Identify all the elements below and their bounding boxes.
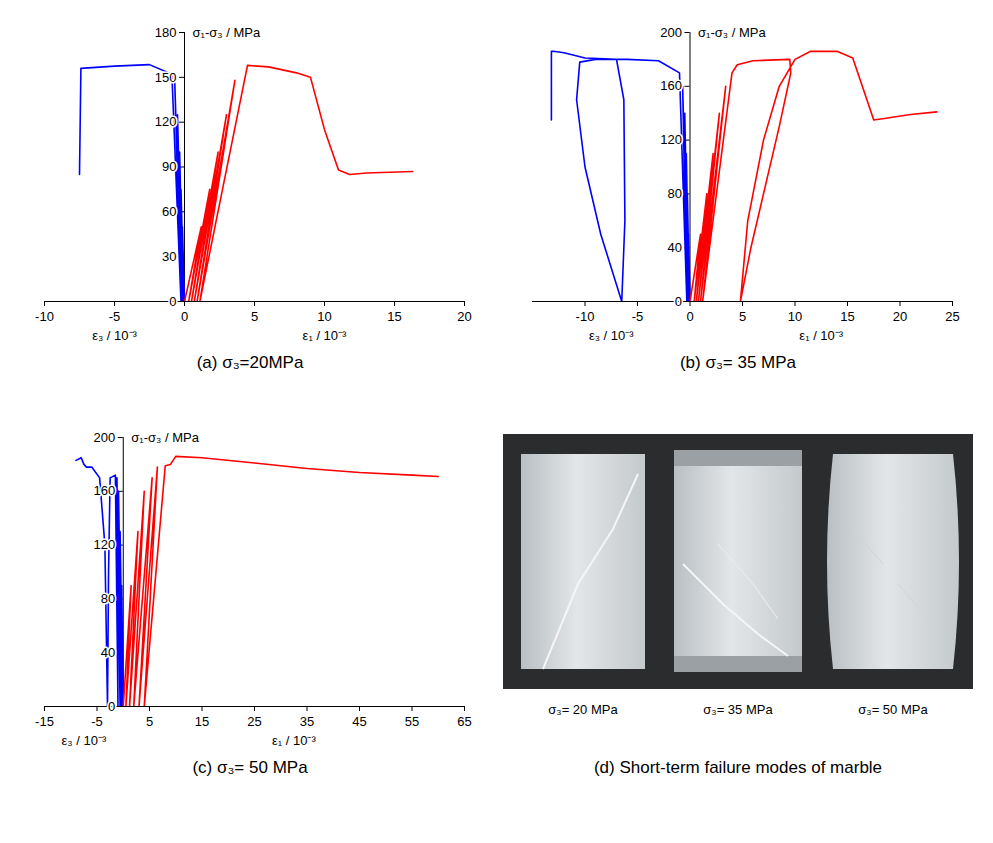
svg-text:5: 5 <box>739 309 746 324</box>
svg-text:15: 15 <box>387 309 401 324</box>
svg-text:15: 15 <box>195 714 209 729</box>
svg-text:σ₁-σ₃ / MPa: σ₁-σ₃ / MPa <box>698 25 766 40</box>
svg-text:200: 200 <box>94 430 116 445</box>
svg-text:80: 80 <box>101 591 115 606</box>
svg-text:0: 0 <box>675 294 682 309</box>
svg-text:ε₃ / 10⁻³: ε₃ / 10⁻³ <box>92 328 137 343</box>
svg-text:65: 65 <box>457 714 471 729</box>
svg-text:0: 0 <box>181 309 188 324</box>
svg-text:30: 30 <box>162 249 176 264</box>
svg-text:ε₁ / 10⁻³: ε₁ / 10⁻³ <box>272 733 316 748</box>
svg-text:σ₃= 20 MPa: σ₃= 20 MPa <box>548 702 618 717</box>
svg-text:120: 120 <box>660 132 682 147</box>
svg-text:60: 60 <box>162 204 176 219</box>
svg-text:55: 55 <box>405 714 419 729</box>
svg-text:-5: -5 <box>91 714 103 729</box>
svg-text:15: 15 <box>840 309 854 324</box>
svg-text:40: 40 <box>668 240 682 255</box>
svg-text:120: 120 <box>155 114 177 129</box>
svg-text:ε₃ / 10⁻³: ε₃ / 10⁻³ <box>62 733 107 748</box>
svg-text:σ₁-σ₃ / MPa: σ₁-σ₃ / MPa <box>131 430 199 445</box>
svg-text:-10: -10 <box>35 309 54 324</box>
html-text:(d) Short-term failure modes o: (d) Short-term failure modes of marble <box>593 758 883 777</box>
svg-text:-15: -15 <box>35 714 54 729</box>
svg-text:35: 35 <box>300 714 314 729</box>
svg-text:20: 20 <box>457 309 471 324</box>
svg-text:ε₁ / 10⁻³: ε₁ / 10⁻³ <box>303 328 347 343</box>
svg-text:-5: -5 <box>109 309 121 324</box>
svg-text:ε₃ / 10⁻³: ε₃ / 10⁻³ <box>589 328 634 343</box>
svg-text:25: 25 <box>945 309 959 324</box>
svg-text:-5: -5 <box>632 309 644 324</box>
svg-text:90: 90 <box>162 159 176 174</box>
svg-text:150: 150 <box>155 69 177 84</box>
svg-text:160: 160 <box>94 483 116 498</box>
svg-text:σ₁-σ₃ / MPa: σ₁-σ₃ / MPa <box>193 25 261 40</box>
html-text:(a) σ₃=20MPa: (a) σ₃=20MPa <box>196 353 304 372</box>
svg-text:0: 0 <box>169 294 176 309</box>
html-text:(c) σ₃= 50 MPa: (c) σ₃= 50 MPa <box>192 758 308 777</box>
svg-text:20: 20 <box>893 309 907 324</box>
svg-text:5: 5 <box>146 714 153 729</box>
svg-text:σ₃= 35 MPa: σ₃= 35 MPa <box>703 702 773 717</box>
svg-text:5: 5 <box>251 309 258 324</box>
svg-text:80: 80 <box>668 186 682 201</box>
svg-text:-10: -10 <box>576 309 595 324</box>
svg-text:ε₁ / 10⁻³: ε₁ / 10⁻³ <box>799 328 843 343</box>
svg-text:45: 45 <box>352 714 366 729</box>
svg-text:10: 10 <box>788 309 802 324</box>
svg-text:200: 200 <box>660 25 682 40</box>
svg-text:120: 120 <box>94 537 116 552</box>
svg-text:0: 0 <box>108 699 115 714</box>
svg-text:180: 180 <box>155 25 177 40</box>
svg-text:σ₃= 50 MPa: σ₃= 50 MPa <box>858 702 928 717</box>
svg-text:40: 40 <box>101 645 115 660</box>
svg-text:0: 0 <box>686 309 693 324</box>
svg-text:25: 25 <box>247 714 261 729</box>
svg-text:160: 160 <box>660 78 682 93</box>
html-text:(b) σ₃= 35 MPa: (b) σ₃= 35 MPa <box>679 353 797 372</box>
svg-text:10: 10 <box>317 309 331 324</box>
